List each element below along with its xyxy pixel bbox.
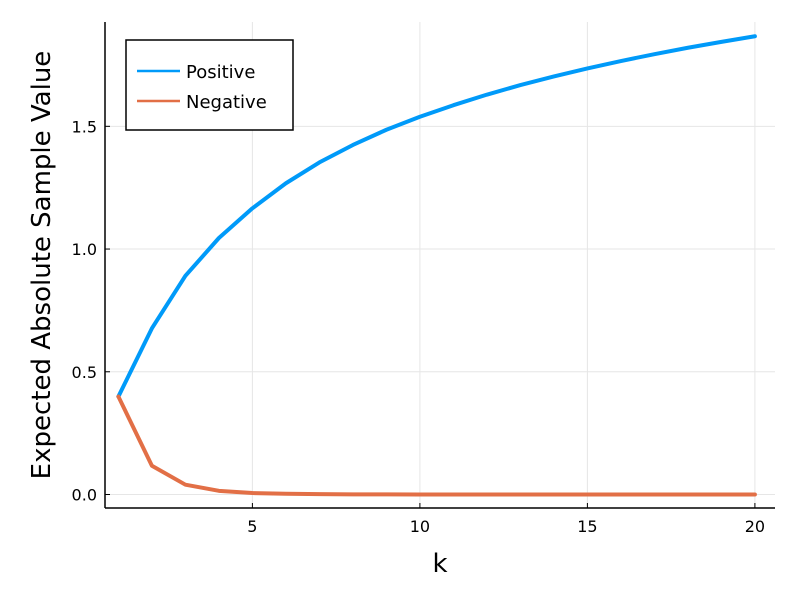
- series: [116, 34, 757, 497]
- x-tick-label: 10: [410, 517, 430, 536]
- series-line-negative: [116, 394, 757, 497]
- y-tick-label: 0.5: [72, 363, 97, 382]
- legend: Positive Negative: [125, 39, 294, 131]
- x-tick-label: 5: [247, 517, 257, 536]
- ticks: 5 10 15 20 0.0 0.5 1.0 1.5: [72, 117, 766, 536]
- x-tick-label: 20: [745, 517, 765, 536]
- y-tick-label: 1.0: [72, 240, 97, 259]
- legend-label-positive: Positive: [186, 62, 255, 83]
- y-tick-label: 1.5: [72, 117, 97, 136]
- y-tick-label: 0.0: [72, 486, 97, 505]
- series-line-positive: [116, 34, 757, 399]
- legend-label-negative: Negative: [186, 92, 267, 113]
- x-tick-label: 15: [577, 517, 597, 536]
- x-axis-title: k: [432, 549, 447, 579]
- legend-box: [125, 39, 294, 131]
- y-axis-title: Expected Absolute Sample Value: [27, 51, 57, 480]
- axes: [104, 22, 775, 509]
